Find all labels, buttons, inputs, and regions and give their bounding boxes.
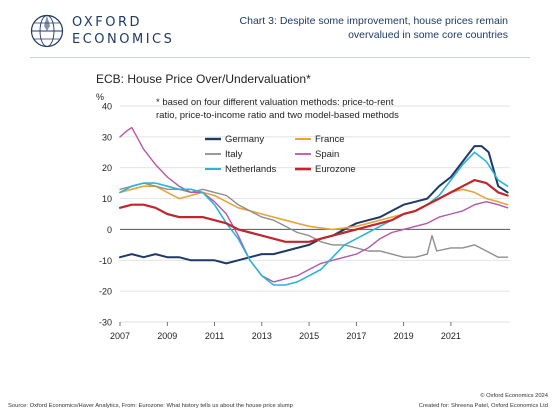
chart-legend: Germany France Italy Spain Netherlands Eurozo…	[205, 134, 356, 175]
x-tick-label: 2007	[110, 331, 130, 341]
series-lines	[118, 126, 509, 286]
x-tick-label: 2013	[252, 331, 272, 341]
chart-heading-line1: Chart 3: Despite some improvement, house…	[239, 15, 508, 27]
created-for-note: Created for: Shreena Patel, Oxford Econo…	[418, 403, 548, 409]
series-line-germany	[119, 145, 509, 265]
chart-note-line1: * based on four different valuation meth…	[156, 97, 394, 108]
axis-grid: -30 -20 -10 0 10 20 30 40 2007 2009 2011 2013 2015 20…	[99, 102, 510, 341]
x-tick-label: 2015	[299, 331, 319, 341]
y-tick-label: 0	[107, 225, 112, 235]
series-line-eurozone	[118, 179, 509, 243]
globe-icon	[30, 14, 64, 48]
legend-label-spain: Spain	[315, 149, 339, 160]
logo-text-economics: ECONOMICS	[72, 32, 175, 47]
y-tick-label: -30	[99, 318, 112, 328]
y-tick-label: 40	[102, 102, 112, 112]
chart-heading-line2: overvalued in some core countries	[348, 29, 508, 41]
x-tick-label: 2017	[346, 331, 366, 341]
y-tick-label: 10	[102, 194, 112, 204]
legend-label-germany: Germany	[225, 134, 264, 145]
header-divider	[30, 57, 530, 58]
series-line-spain	[119, 126, 509, 283]
y-tick-label: -10	[99, 256, 112, 266]
copyright-note: © Oxford Economics 2024	[480, 393, 548, 399]
y-tick-label: 20	[102, 163, 112, 173]
x-tick-label: 2011	[205, 331, 224, 341]
x-tick-label: 2009	[157, 331, 177, 341]
oxford-economics-logo: OXFORD ECONOMICS	[30, 14, 210, 50]
y-axis-unit-label: %	[96, 92, 104, 102]
series-line-netherlands	[119, 151, 509, 286]
y-tick-label: -20	[99, 287, 112, 297]
x-tick-label: 2019	[394, 331, 414, 341]
legend-label-netherlands: Netherlands	[225, 164, 276, 175]
chart-note-line2: ratio, price-to-income ratio and two mod…	[156, 109, 399, 121]
legend-label-france: France	[315, 134, 345, 145]
series-line-italy	[119, 182, 509, 258]
legend-label-italy: Italy	[225, 149, 243, 160]
y-tick-label: 30	[102, 132, 112, 142]
logo-text-oxford: OXFORD	[72, 15, 143, 30]
chart-title: ECB: House Price Over/Undervaluation*	[96, 72, 311, 86]
header: OXFORD ECONOMICS Chart 3: Despite some i…	[0, 0, 560, 60]
source-note: Source: Oxford Economics/Haver Analytics…	[8, 403, 293, 409]
chart-heading: Chart 3: Despite some improvement, house…	[208, 14, 508, 42]
legend-label-eurozone: Eurozone	[315, 164, 356, 175]
chart-note: * based on four different valuation meth…	[156, 97, 446, 122]
x-tick-label: 2021	[441, 331, 461, 341]
